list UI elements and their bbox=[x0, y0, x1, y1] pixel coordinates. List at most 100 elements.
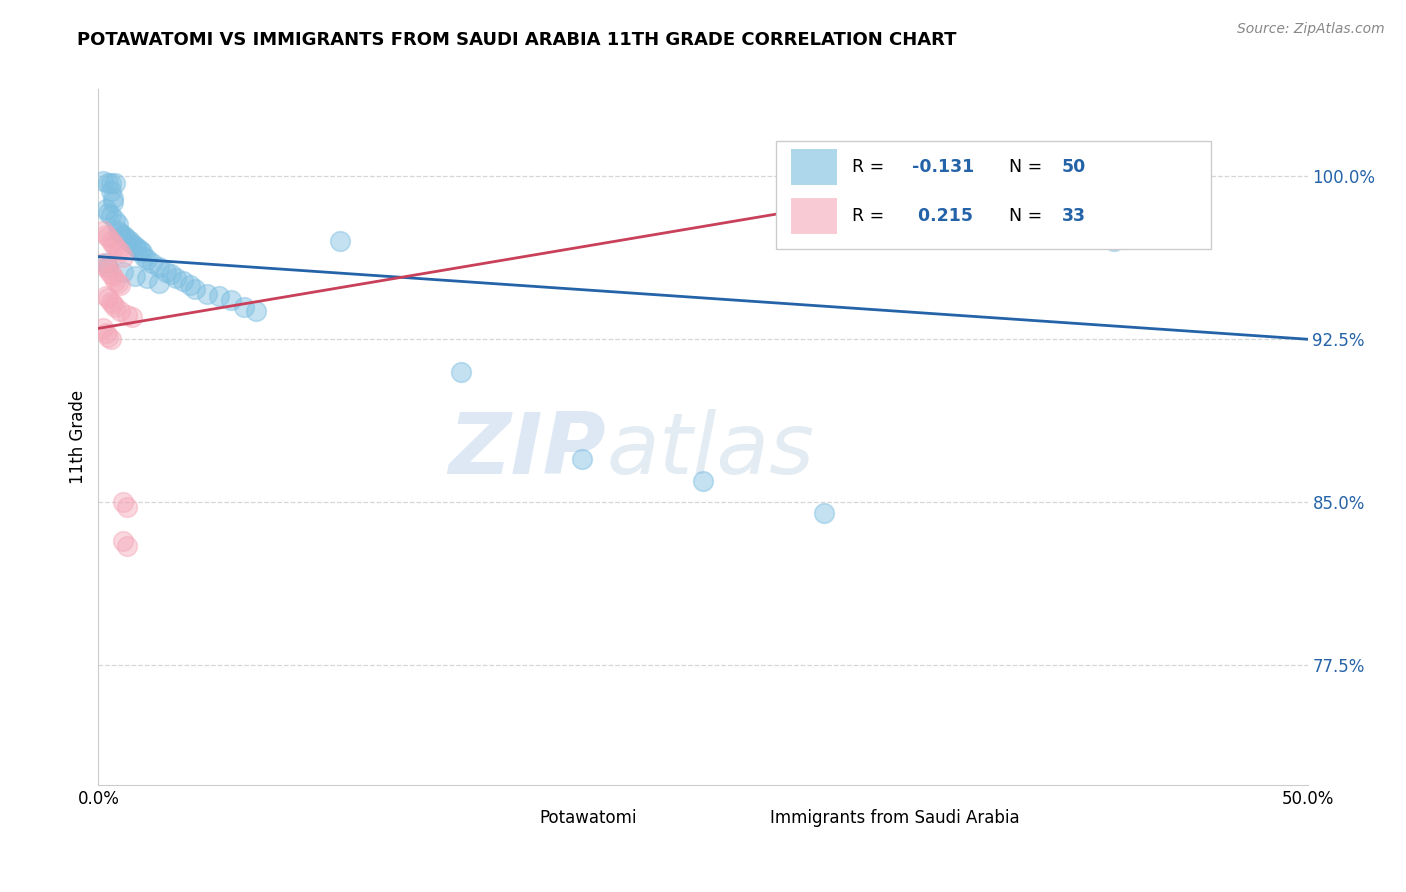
Text: R =: R = bbox=[852, 158, 890, 176]
Text: atlas: atlas bbox=[606, 409, 814, 492]
Bar bbox=[492, 803, 530, 832]
Point bbox=[108, 304, 131, 318]
Point bbox=[108, 245, 131, 260]
Point bbox=[111, 227, 134, 242]
Point bbox=[135, 271, 157, 285]
Point bbox=[172, 274, 194, 288]
Point bbox=[91, 321, 114, 335]
Point bbox=[104, 239, 127, 253]
Point bbox=[100, 235, 122, 249]
Point bbox=[135, 252, 157, 266]
Point bbox=[94, 260, 117, 275]
Point bbox=[97, 262, 120, 277]
Text: ZIP: ZIP bbox=[449, 409, 606, 492]
Point bbox=[117, 500, 139, 514]
Point bbox=[127, 241, 149, 255]
Point bbox=[100, 295, 122, 310]
Point bbox=[107, 276, 129, 290]
Point bbox=[97, 176, 120, 190]
Bar bbox=[792, 149, 837, 186]
Point bbox=[124, 239, 146, 253]
Point bbox=[121, 310, 143, 325]
Point bbox=[101, 269, 124, 284]
Point bbox=[111, 265, 134, 279]
Text: 0.215: 0.215 bbox=[912, 207, 973, 225]
Point bbox=[148, 260, 170, 275]
Point bbox=[101, 297, 124, 311]
Point bbox=[1102, 235, 1125, 249]
Point bbox=[97, 230, 120, 244]
Text: N =: N = bbox=[1010, 207, 1047, 225]
Point bbox=[128, 243, 150, 257]
Point bbox=[107, 223, 129, 237]
Point bbox=[101, 195, 124, 210]
Point bbox=[101, 236, 124, 251]
Point bbox=[114, 230, 136, 244]
Point bbox=[571, 451, 593, 466]
Point bbox=[111, 495, 134, 509]
Point bbox=[692, 474, 714, 488]
Point bbox=[100, 332, 122, 346]
Point bbox=[221, 293, 243, 307]
Point bbox=[155, 265, 177, 279]
Bar bbox=[721, 803, 759, 832]
Point bbox=[117, 232, 139, 246]
Point bbox=[108, 226, 131, 240]
Point bbox=[121, 236, 143, 251]
Point bbox=[111, 250, 134, 264]
Point bbox=[100, 208, 122, 222]
Point bbox=[94, 289, 117, 303]
Point bbox=[124, 269, 146, 284]
Point bbox=[100, 176, 122, 190]
Point bbox=[179, 277, 201, 292]
Point bbox=[104, 176, 127, 190]
Point bbox=[91, 256, 114, 270]
Text: 33: 33 bbox=[1062, 207, 1085, 225]
Point bbox=[104, 212, 127, 227]
Text: R =: R = bbox=[852, 207, 890, 225]
Point bbox=[165, 271, 187, 285]
Point bbox=[160, 267, 183, 281]
Point bbox=[117, 539, 139, 553]
Point bbox=[97, 260, 120, 275]
Point bbox=[91, 173, 114, 187]
Point bbox=[450, 365, 472, 379]
Point bbox=[134, 250, 156, 264]
Point bbox=[117, 308, 139, 322]
Text: -0.131: -0.131 bbox=[912, 158, 974, 176]
Text: POTAWATOMI VS IMMIGRANTS FROM SAUDI ARABIA 11TH GRADE CORRELATION CHART: POTAWATOMI VS IMMIGRANTS FROM SAUDI ARAB… bbox=[77, 31, 957, 49]
Point bbox=[208, 289, 231, 303]
Point bbox=[148, 276, 170, 290]
Point bbox=[813, 506, 835, 520]
Point bbox=[94, 202, 117, 216]
Point bbox=[108, 277, 131, 292]
Bar bbox=[792, 198, 837, 234]
Point bbox=[232, 300, 254, 314]
Point bbox=[101, 191, 124, 205]
Point bbox=[97, 206, 120, 220]
Text: Source: ZipAtlas.com: Source: ZipAtlas.com bbox=[1237, 22, 1385, 37]
Point bbox=[97, 330, 120, 344]
Point bbox=[94, 326, 117, 340]
Point bbox=[94, 256, 117, 270]
FancyBboxPatch shape bbox=[776, 141, 1211, 249]
Point bbox=[131, 245, 153, 260]
Point bbox=[94, 227, 117, 242]
Text: 50: 50 bbox=[1062, 158, 1087, 176]
Point bbox=[107, 217, 129, 231]
Text: Immigrants from Saudi Arabia: Immigrants from Saudi Arabia bbox=[769, 809, 1019, 828]
Point bbox=[107, 243, 129, 257]
Point bbox=[329, 235, 352, 249]
Point bbox=[104, 274, 127, 288]
Point bbox=[184, 282, 207, 296]
Y-axis label: 11th Grade: 11th Grade bbox=[69, 390, 87, 484]
Point bbox=[100, 267, 122, 281]
Point bbox=[91, 223, 114, 237]
Point bbox=[118, 235, 141, 249]
Point bbox=[245, 304, 267, 318]
Point bbox=[104, 300, 127, 314]
Point bbox=[111, 534, 134, 549]
Text: N =: N = bbox=[1010, 158, 1047, 176]
Point bbox=[195, 286, 218, 301]
Point bbox=[100, 185, 122, 199]
